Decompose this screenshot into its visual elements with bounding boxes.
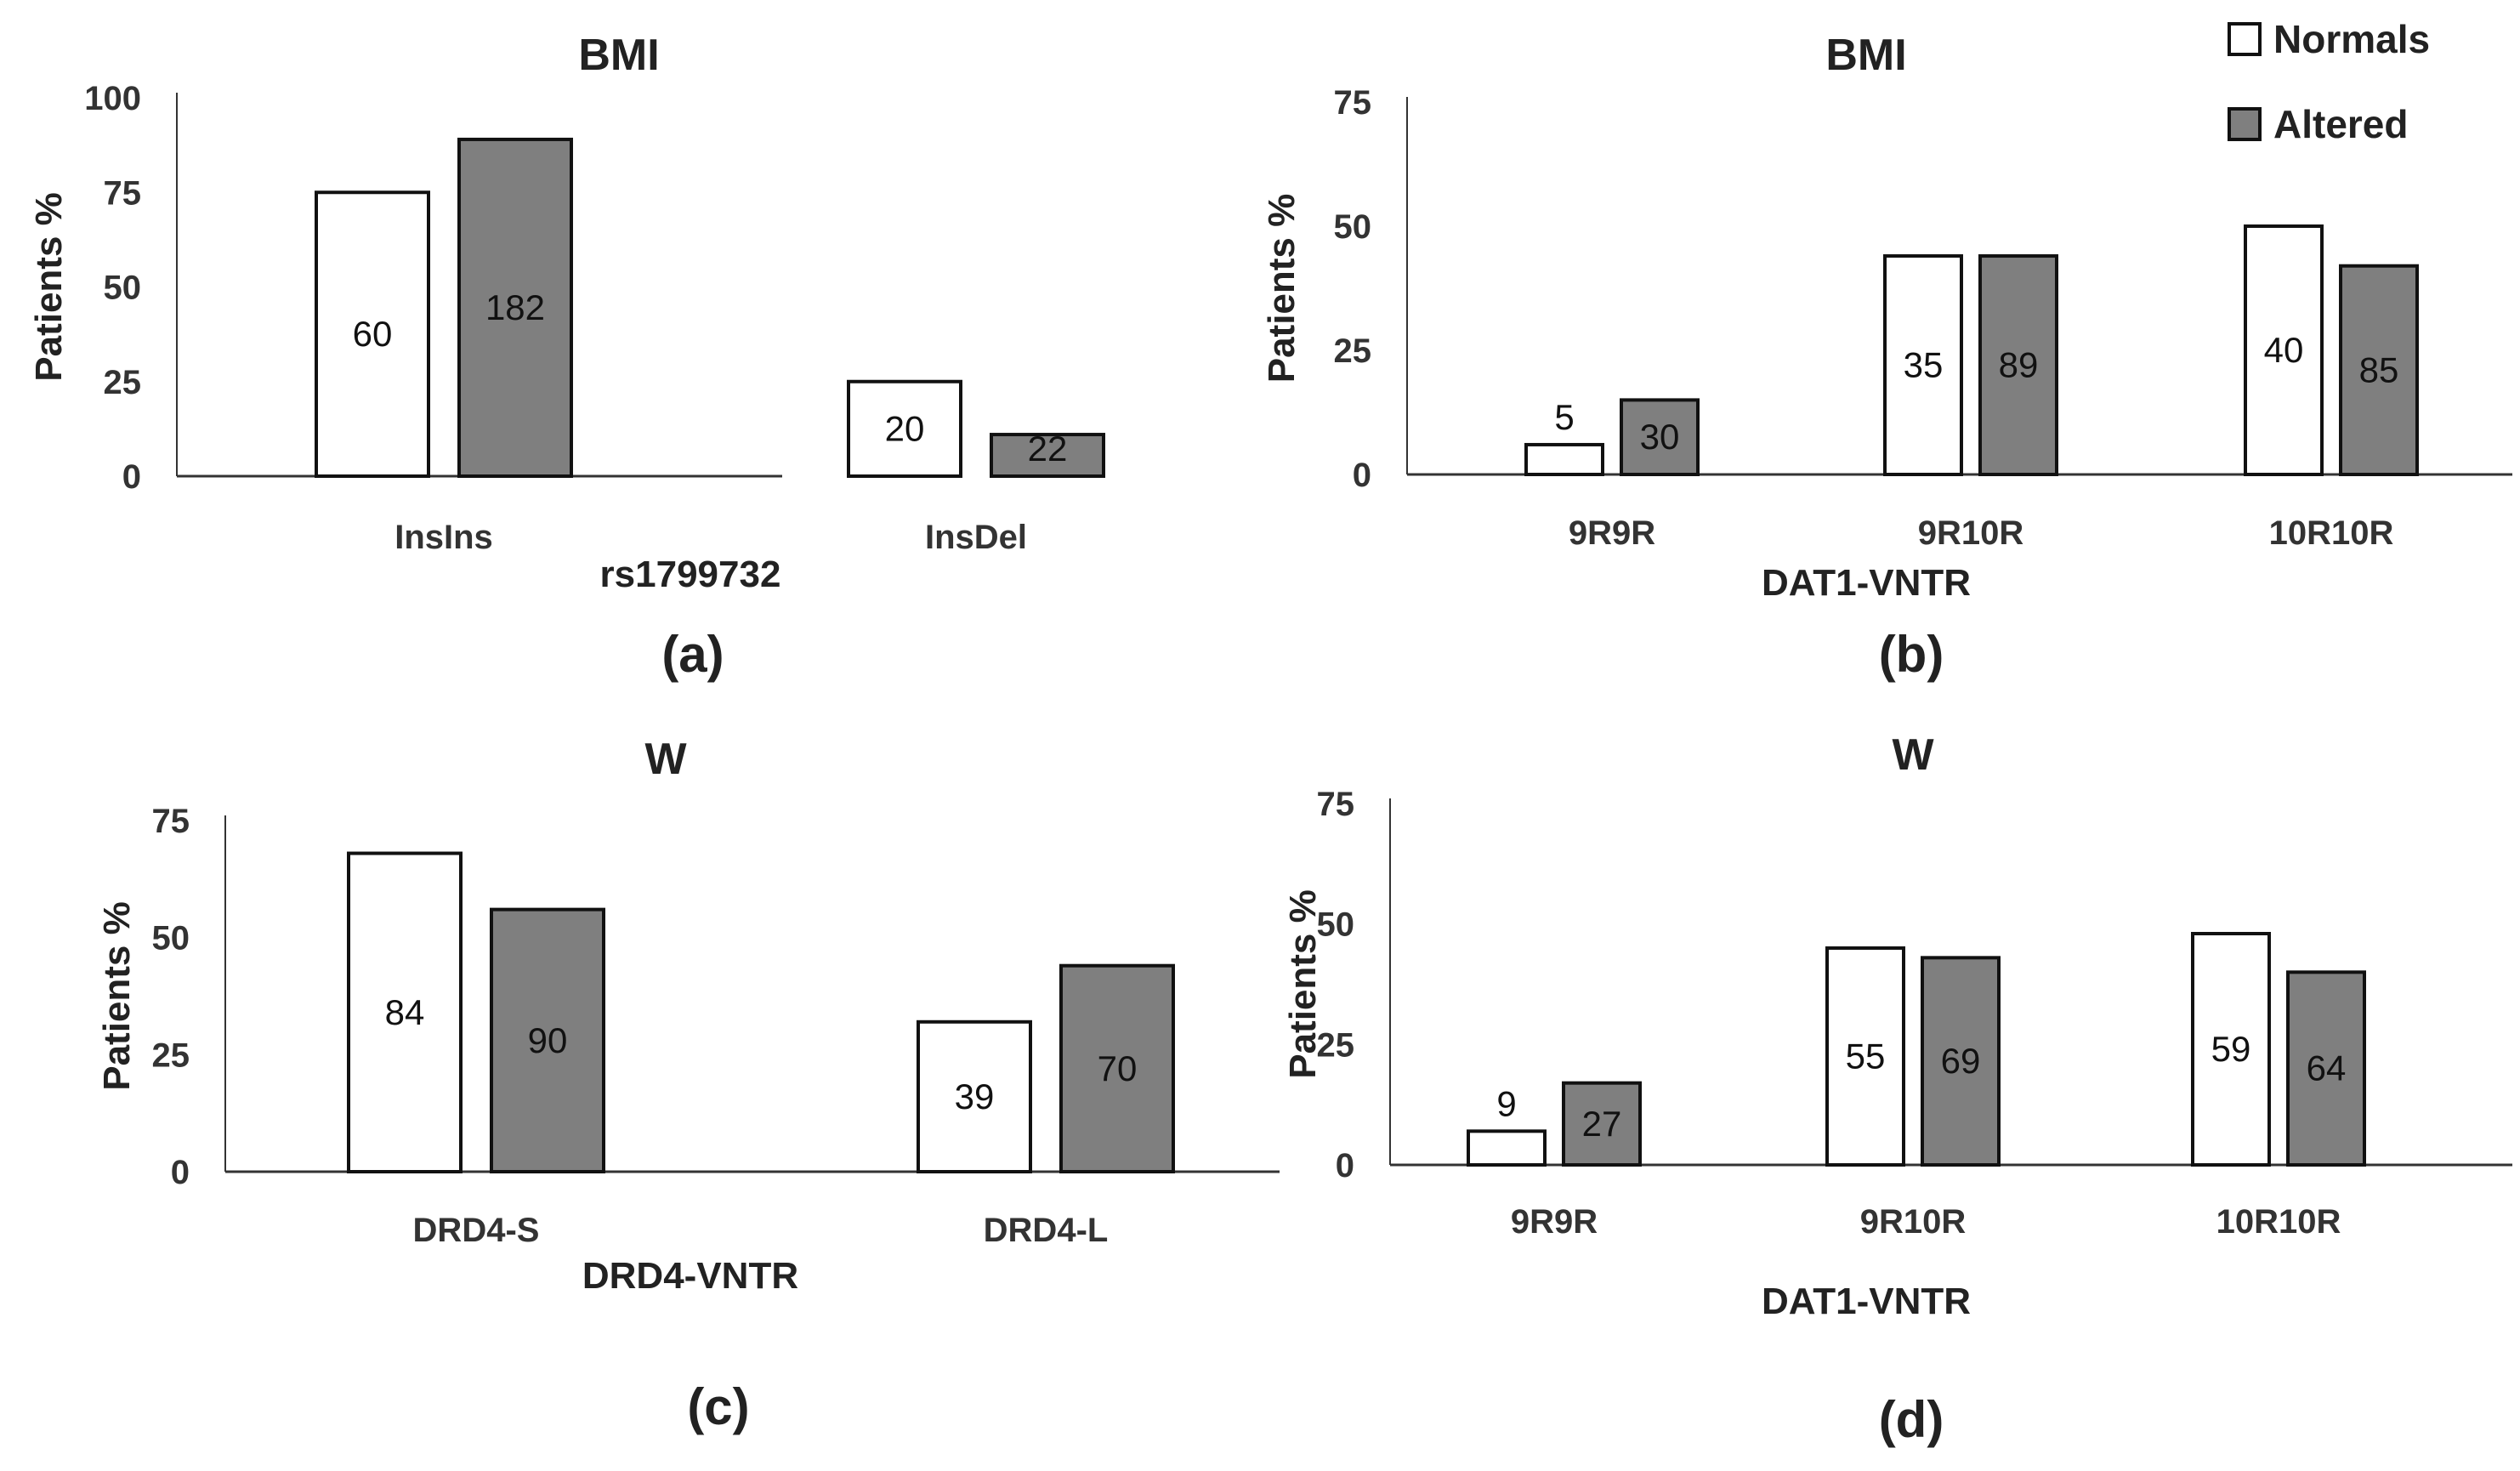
y-tick-label: 75 [1317, 786, 1355, 823]
data-label: 39 [955, 1076, 995, 1116]
data-label: 5 [1554, 397, 1574, 437]
bar-altered-9r10r [1921, 956, 2001, 1167]
y-axis-label: Patients % [96, 901, 138, 1091]
y-tick-label: 0 [1353, 457, 1371, 494]
x-axis-label: DRD4-VNTR [582, 1255, 798, 1297]
x-tick-label: 9R9R [1511, 1203, 1598, 1241]
data-label: 89 [1999, 345, 2039, 385]
y-tick-label: 25 [1317, 1026, 1355, 1064]
chart-title: BMI [1825, 31, 1906, 80]
y-tick-label: 75 [152, 803, 190, 840]
bar-normals-10r10r [2191, 932, 2271, 1167]
legend-label-normals: Normals [2273, 17, 2430, 61]
data-label: 55 [1846, 1037, 1886, 1076]
x-tick-label: InsDel [925, 519, 1027, 556]
x-tick-label: 9R9R [1569, 514, 1655, 552]
panel-label: (a) [661, 626, 724, 683]
y-tick-label: 25 [152, 1037, 190, 1074]
bar-normals-9r9r [1467, 1129, 1547, 1167]
bar-normals-9r10r [1825, 946, 1905, 1167]
panel-label: (c) [687, 1378, 749, 1435]
data-label: 69 [1941, 1041, 1981, 1081]
x-tick-label: InsIns [394, 519, 493, 556]
y-axis-label: Patients % [1282, 889, 1324, 1079]
data-label: 90 [528, 1020, 568, 1060]
bar-altered-insdel [990, 433, 1105, 478]
y-tick-label: 50 [104, 270, 142, 307]
bar-normals-9r10r [1883, 254, 1963, 476]
y-tick-label: 25 [104, 364, 142, 401]
data-label: 27 [1582, 1104, 1622, 1144]
bar-normals-10r10r [2244, 224, 2324, 476]
x-axis-label: rs1799732 [600, 554, 781, 595]
x-tick-label: 10R10R [2216, 1203, 2341, 1241]
data-label: 59 [2211, 1029, 2251, 1069]
x-tick-label: DRD4-S [413, 1212, 540, 1249]
data-label: 30 [1640, 417, 1680, 457]
y-tick-label: 0 [1336, 1147, 1354, 1184]
y-axis-label: Patients % [1261, 194, 1303, 383]
data-label: 64 [2307, 1048, 2347, 1088]
bar-altered-9r10r [1978, 254, 2058, 476]
bar-normals-insdel [847, 379, 962, 478]
y-tick-label: 75 [104, 174, 142, 212]
bar-normals-9r9r [1524, 442, 1604, 477]
data-label: 9 [1496, 1083, 1516, 1123]
bar-normals-insins [315, 190, 430, 478]
data-label: 60 [353, 314, 393, 354]
legend-swatch-normals [2228, 22, 2262, 56]
y-tick-label: 75 [1334, 84, 1372, 122]
legend-swatch-altered [2228, 107, 2262, 141]
x-tick-label: 9R10R [1860, 1203, 1967, 1241]
bar-altered-drd4-l [1059, 963, 1175, 1173]
bar-altered-insins [457, 137, 573, 478]
bar-normals-drd4-l [917, 1019, 1032, 1173]
y-tick-label: 50 [1317, 906, 1355, 944]
y-tick-label: 25 [1334, 332, 1372, 370]
panel-label: (d) [1879, 1391, 1944, 1448]
x-axis-label: DAT1-VNTR [1762, 562, 1971, 604]
y-tick-label: 0 [171, 1154, 190, 1191]
bar-altered-9r9r [1562, 1081, 1642, 1167]
bar-altered-10r10r [2286, 970, 2366, 1167]
x-axis-label: DAT1-VNTR [1762, 1281, 1971, 1322]
bar-altered-10r10r [2339, 264, 2419, 476]
legend-label-altered: Altered [2273, 102, 2408, 146]
bar-altered-9r9r [1620, 398, 1700, 476]
data-label: 85 [2359, 349, 2399, 389]
y-tick-label: 100 [84, 80, 141, 117]
chart-title: W [1892, 730, 1934, 780]
x-tick-label: 9R10R [1918, 514, 2024, 552]
bar-altered-drd4-s [490, 907, 605, 1174]
data-label: 22 [1028, 429, 1068, 469]
x-tick-label: DRD4-L [984, 1212, 1109, 1249]
x-tick-label: 10R10R [2269, 514, 2394, 552]
data-label: 35 [1904, 345, 1944, 385]
bar-normals-drd4-s [347, 851, 463, 1174]
data-label: 20 [885, 408, 925, 448]
y-axis-label: Patients % [28, 192, 70, 382]
y-tick-label: 50 [1334, 208, 1372, 246]
y-tick-label: 0 [122, 458, 141, 496]
data-label: 84 [385, 992, 425, 1032]
chart-title: BMI [578, 31, 659, 80]
data-label: 182 [485, 287, 545, 327]
data-label: 70 [1098, 1048, 1138, 1088]
panel-label: (b) [1879, 626, 1944, 683]
y-tick-label: 50 [152, 920, 190, 957]
chart-title: W [644, 735, 687, 784]
data-label: 40 [2264, 330, 2304, 370]
